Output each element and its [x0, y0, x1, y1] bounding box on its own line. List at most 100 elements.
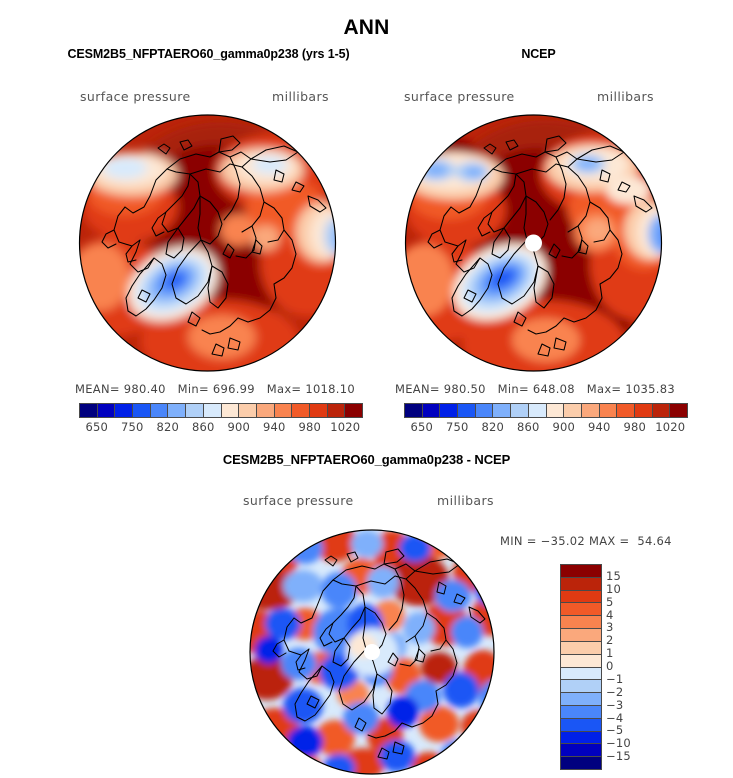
- colorbar-cell: [561, 565, 601, 577]
- colorbar-tick-label: 650: [410, 420, 434, 434]
- page-title: ANN: [343, 16, 390, 39]
- colorbar-cell: [561, 756, 601, 769]
- colorbar-absolute-left: [79, 403, 363, 418]
- colorbar-cell: [255, 404, 274, 417]
- colorbar-difference: [560, 564, 602, 770]
- colorbar-cell: [561, 602, 601, 616]
- map-plot-obs: [396, 112, 671, 374]
- colorbar-cell: [669, 404, 687, 417]
- colorbar-tick-label: 650: [85, 420, 109, 434]
- colorbar-cell: [561, 576, 601, 590]
- colorbar-cell: [561, 730, 601, 744]
- colorbar-cell: [344, 404, 362, 417]
- pole-data-gap: [525, 234, 542, 252]
- colorbar-tick-label: 1020: [655, 420, 686, 434]
- colorbar-cell: [561, 640, 601, 654]
- panel-title-obs: NCEP: [521, 47, 556, 61]
- colorbar-cell: [96, 404, 115, 417]
- colorbar-tick-label: 4: [606, 607, 614, 622]
- colorbar-cell: [149, 404, 168, 417]
- colorbar-cell: [561, 653, 601, 667]
- map-plot-model: [70, 112, 345, 374]
- colorbar-tick-label: 0: [606, 659, 614, 673]
- panel-unitslabel-difference: millibars: [437, 493, 494, 508]
- colorbar-cell: [185, 404, 203, 417]
- colorbar-cell: [439, 404, 458, 417]
- colorbar-cell: [580, 404, 599, 417]
- colorbar-tick-label: −5: [606, 723, 624, 738]
- panel-varlabel-difference: surface pressure: [243, 493, 354, 508]
- colorbar-cell: [238, 404, 256, 417]
- colorbar-cell: [561, 628, 601, 641]
- colorbar-cell: [545, 404, 564, 417]
- panel-varlabel-obs: surface pressure: [404, 89, 515, 104]
- colorbar-cell: [561, 666, 601, 680]
- colorbar-cell: [616, 404, 634, 417]
- colorbar-cell: [561, 692, 601, 705]
- colorbar-tick-label: 3: [606, 620, 614, 635]
- colorbar-tick-label: 860: [191, 420, 215, 434]
- colorbar-tick-label: −1: [606, 671, 624, 686]
- colorbar-tick-label: 1020: [330, 420, 361, 434]
- colorbar-tick-label: 820: [481, 420, 505, 434]
- colorbar-tick-label: 940: [587, 420, 611, 434]
- colorbar-tick-label: −4: [606, 710, 624, 725]
- colorbar-tick-label: −10: [606, 736, 631, 751]
- pole-data-gap: [364, 644, 380, 660]
- panel-varlabel-model: surface pressure: [80, 89, 191, 104]
- colorbar-cell: [421, 404, 440, 417]
- colorbar-cell: [167, 404, 186, 417]
- colorbar-cell: [561, 704, 601, 718]
- colorbar-tick-label: 980: [298, 420, 322, 434]
- colorbar-cell: [563, 404, 581, 417]
- colorbar-cell: [457, 404, 475, 417]
- colorbar-cell: [308, 404, 327, 417]
- polar-map-difference: [249, 529, 495, 775]
- colorbar-cell: [651, 404, 670, 417]
- panel-title-difference: CESM2B5_NFPTAERO60_gamma0p238 - NCEP: [222, 452, 511, 467]
- colorbar-cell: [291, 404, 309, 417]
- colorbar-tick-label: 10: [606, 581, 622, 596]
- colorbar-tick-label: 15: [606, 568, 622, 583]
- polar-map-model: [78, 114, 337, 372]
- colorbar-cell: [132, 404, 150, 417]
- polar-map-obs: [404, 114, 663, 372]
- colorbar-cell: [598, 404, 617, 417]
- panel-unitslabel-obs: millibars: [597, 89, 654, 104]
- colorbar-cell: [326, 404, 345, 417]
- colorbar-tick-label: 2: [606, 633, 614, 648]
- panel-unitslabel-model: millibars: [272, 89, 329, 104]
- colorbar-absolute-right: [404, 403, 688, 418]
- panel-title-model: CESM2B5_NFPTAERO60_gamma0p238 (yrs 1-5): [67, 47, 350, 61]
- colorbar-tick-label: 1: [606, 646, 614, 661]
- colorbar-cell: [202, 404, 221, 417]
- colorbar-cell: [561, 615, 601, 629]
- colorbar-cell: [405, 404, 422, 417]
- colorbar-tick-label: 940: [262, 420, 286, 434]
- colorbar-cell: [220, 404, 239, 417]
- map-plot-difference: [243, 528, 501, 776]
- colorbar-tick-label: 750: [120, 420, 144, 434]
- colorbar-cell: [561, 717, 601, 731]
- colorbar-cell: [492, 404, 511, 417]
- panel-stats-difference: MIN = −35.02 MAX = 54.64: [500, 534, 672, 548]
- colorbar-tick-label: 900: [552, 420, 576, 434]
- colorbar-ticklabels-left: 650 750 820 860 900 940 980 1020: [79, 420, 363, 436]
- colorbar-cell: [561, 679, 601, 693]
- colorbar-tick-label: 900: [227, 420, 251, 434]
- panel-stats-model: MEAN= 980.40 Min= 696.99 Max= 1018.10: [75, 382, 355, 396]
- colorbar-tick-label: −2: [606, 684, 624, 699]
- colorbar-tick-label: −15: [606, 749, 631, 764]
- panel-stats-obs: MEAN= 980.50 Min= 648.08 Max= 1035.83: [395, 382, 675, 396]
- colorbar-difference-ticklabels: 15 10 5 4 3 2 1 0 −1 −2 −3 −4 −5 −10 −15: [606, 564, 646, 770]
- colorbar-cell: [114, 404, 133, 417]
- colorbar-tick-label: 750: [445, 420, 469, 434]
- colorbar-cell: [80, 404, 97, 417]
- colorbar-tick-label: −3: [606, 697, 624, 712]
- colorbar-cell: [561, 743, 601, 757]
- colorbar-cell: [474, 404, 493, 417]
- colorbar-cell: [633, 404, 652, 417]
- colorbar-tick-label: 860: [516, 420, 540, 434]
- colorbar-cell: [273, 404, 292, 417]
- colorbar-cell: [561, 589, 601, 603]
